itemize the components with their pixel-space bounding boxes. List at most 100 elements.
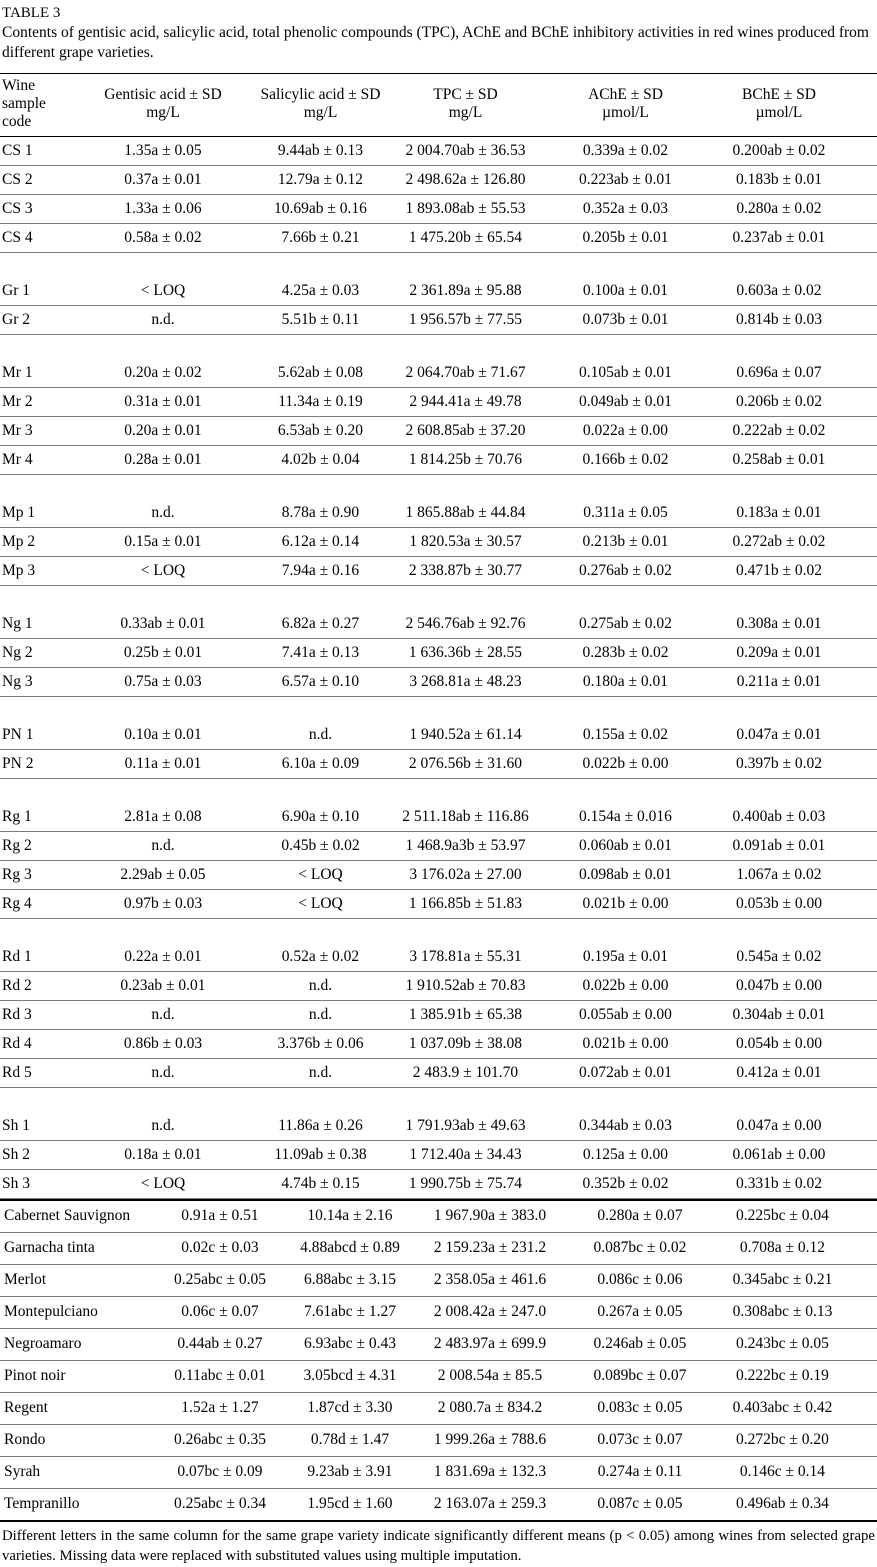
sample-code-cell: Sh 1 [0, 1111, 68, 1141]
value-cell: 9.23ab ± 3.91 [290, 1456, 410, 1489]
value-cell: 0.073b ± 0.01 [548, 305, 703, 335]
value-cell: n.d. [258, 1000, 383, 1030]
value-cell: 0.072ab ± 0.01 [548, 1058, 703, 1088]
value-cell: 0.07bc ± 0.09 [150, 1456, 290, 1489]
value-cell: 0.213b ± 0.01 [548, 527, 703, 557]
table-row: CS 4 0.58a ± 0.02 7.66b ± 0.21 1 475.20b ± … [0, 223, 877, 253]
value-cell: 0.105ab ± 0.01 [548, 358, 703, 388]
value-cell: < LOQ [68, 556, 258, 586]
value-cell: 6.88abc ± 3.15 [290, 1264, 410, 1297]
value-cell: 0.086c ± 0.06 [570, 1264, 710, 1297]
value-cell: 6.82a ± 0.27 [258, 609, 383, 639]
value-cell: 2 080.7a ± 834.2 [410, 1392, 570, 1425]
spacer-cell [0, 252, 877, 277]
value-cell: 2 546.76ab ± 92.76 [383, 609, 548, 639]
variety-name-cell: Garnacha tinta [0, 1232, 150, 1265]
value-cell: 0.91a ± 0.51 [150, 1199, 290, 1233]
sample-code-cell: Rg 1 [0, 802, 68, 832]
table-row: Mr 4 0.28a ± 0.01 4.02b ± 0.04 1 814.25b ± … [0, 445, 877, 475]
value-cell: n.d. [258, 720, 383, 750]
sample-code-cell: Rg 3 [0, 860, 68, 890]
value-cell: 3 268.81a ± 48.23 [383, 667, 548, 697]
value-cell: 3 176.02a ± 27.00 [383, 860, 548, 890]
value-cell: 4.88abcd ± 0.89 [290, 1232, 410, 1265]
value-cell: 1 910.52ab ± 70.83 [383, 971, 548, 1001]
spacer-cell [0, 585, 877, 610]
value-cell: 0.089bc ± 0.07 [570, 1360, 710, 1393]
value-cell: 0.44ab ± 0.27 [150, 1328, 290, 1361]
sample-code-cell: Mp 2 [0, 527, 68, 557]
sample-code-cell: PN 2 [0, 749, 68, 779]
value-cell: 0.055ab ± 0.00 [548, 1000, 703, 1030]
variety-name-cell: Pinot noir [0, 1360, 150, 1393]
value-cell: 0.22a ± 0.01 [68, 942, 258, 972]
spacer-cell [0, 1087, 877, 1112]
value-cell: 0.471b ± 0.02 [703, 556, 877, 586]
table-row: Mr 2 0.31a ± 0.01 11.34a ± 0.19 2 944.41a ±… [0, 387, 877, 417]
value-cell: 0.246ab ± 0.05 [570, 1328, 710, 1361]
sample-code-cell: Sh 2 [0, 1140, 68, 1170]
value-cell: 0.222ab ± 0.02 [703, 416, 877, 446]
value-cell: 0.78d ± 1.47 [290, 1424, 410, 1457]
table-row: Rd 2 0.23ab ± 0.01 n.d. 1 910.52ab ± 70.83 0… [0, 971, 877, 1001]
value-cell: 1 166.85b ± 51.83 [383, 889, 548, 919]
value-cell: 0.225bc ± 0.04 [710, 1199, 877, 1233]
value-cell: 0.211a ± 0.01 [703, 667, 877, 697]
variety-name-cell: Cabernet Sauvignon [0, 1199, 150, 1233]
value-cell: 1.52a ± 1.27 [150, 1392, 290, 1425]
value-cell: 11.86a ± 0.26 [258, 1111, 383, 1141]
value-cell: 1 865.88ab ± 44.84 [383, 498, 548, 528]
value-cell: 0.047a ± 0.00 [703, 1111, 877, 1141]
value-cell: 0.087bc ± 0.02 [570, 1232, 710, 1265]
value-cell: 4.02b ± 0.04 [258, 445, 383, 475]
sample-code-cell: CS 1 [0, 136, 68, 166]
value-cell: 6.57a ± 0.10 [258, 667, 383, 697]
value-cell: 0.183b ± 0.01 [703, 165, 877, 195]
value-cell: 0.496ab ± 0.34 [710, 1488, 877, 1522]
value-cell: 0.054b ± 0.00 [703, 1029, 877, 1059]
sample-code-cell: Mp 3 [0, 556, 68, 586]
table-row: Ng 1 0.33ab ± 0.01 6.82a ± 0.27 2 546.76ab … [0, 609, 877, 639]
value-cell: 0.20a ± 0.02 [68, 358, 258, 388]
table-row: CS 2 0.37a ± 0.01 12.79a ± 0.12 2 498.62a ±… [0, 165, 877, 195]
variety-name-cell: Merlot [0, 1264, 150, 1297]
spacer-cell [0, 918, 877, 943]
sample-code-cell: PN 1 [0, 720, 68, 750]
value-cell: 0.022a ± 0.00 [548, 416, 703, 446]
variety-name-cell: Rondo [0, 1424, 150, 1457]
value-cell: 11.34a ± 0.19 [258, 387, 383, 417]
value-cell: 0.331b ± 0.02 [703, 1169, 877, 1199]
value-cell: 0.308abc ± 0.13 [710, 1296, 877, 1329]
value-cell: 1.33a ± 0.06 [68, 194, 258, 224]
value-cell: 4.25a ± 0.03 [258, 276, 383, 306]
value-cell: 0.053b ± 0.00 [703, 889, 877, 919]
value-cell: 0.275ab ± 0.02 [548, 609, 703, 639]
table-row: Cabernet Sauvignon 0.91a ± 0.51 10.14a ± 2… [0, 1199, 877, 1233]
value-cell: 2 338.87b ± 30.77 [383, 556, 548, 586]
value-cell: 0.400ab ± 0.03 [703, 802, 877, 832]
value-cell: 11.09ab ± 0.38 [258, 1140, 383, 1170]
value-cell: 0.311a ± 0.05 [548, 498, 703, 528]
value-cell: 0.45b ± 0.02 [258, 831, 383, 861]
value-cell: 2 076.56b ± 31.60 [383, 749, 548, 779]
sample-code-cell: CS 2 [0, 165, 68, 195]
value-cell: n.d. [68, 498, 258, 528]
value-cell: 0.180a ± 0.01 [548, 667, 703, 697]
value-cell: 0.397b ± 0.02 [703, 749, 877, 779]
sample-code-cell: CS 3 [0, 194, 68, 224]
value-cell: 10.14a ± 2.16 [290, 1199, 410, 1233]
group-spacer [0, 474, 877, 499]
table-row: Mr 1 0.20a ± 0.02 5.62ab ± 0.08 2 064.70ab … [0, 358, 877, 388]
value-cell: 7.61abc ± 1.27 [290, 1296, 410, 1329]
table-row: Regent 1.52a ± 1.27 1.87cd ± 3.30 2 080.7a … [0, 1392, 877, 1425]
value-cell: 5.62ab ± 0.08 [258, 358, 383, 388]
table-row: Tempranillo 0.25abc ± 0.34 1.95cd ± 1.60 2 … [0, 1488, 877, 1522]
value-cell: 1 893.08ab ± 55.53 [383, 194, 548, 224]
table-row: Rd 3 n.d. n.d. 1 385.91b ± 65.38 0.055ab ± 0… [0, 1000, 877, 1030]
value-cell: 2 944.41a ± 49.78 [383, 387, 548, 417]
value-cell: 2 064.70ab ± 71.67 [383, 358, 548, 388]
value-cell: 1 820.53a ± 30.57 [383, 527, 548, 557]
group-spacer [0, 918, 877, 943]
variety-name-cell: Montepulciano [0, 1296, 150, 1329]
value-cell: 0.403abc ± 0.42 [710, 1392, 877, 1425]
